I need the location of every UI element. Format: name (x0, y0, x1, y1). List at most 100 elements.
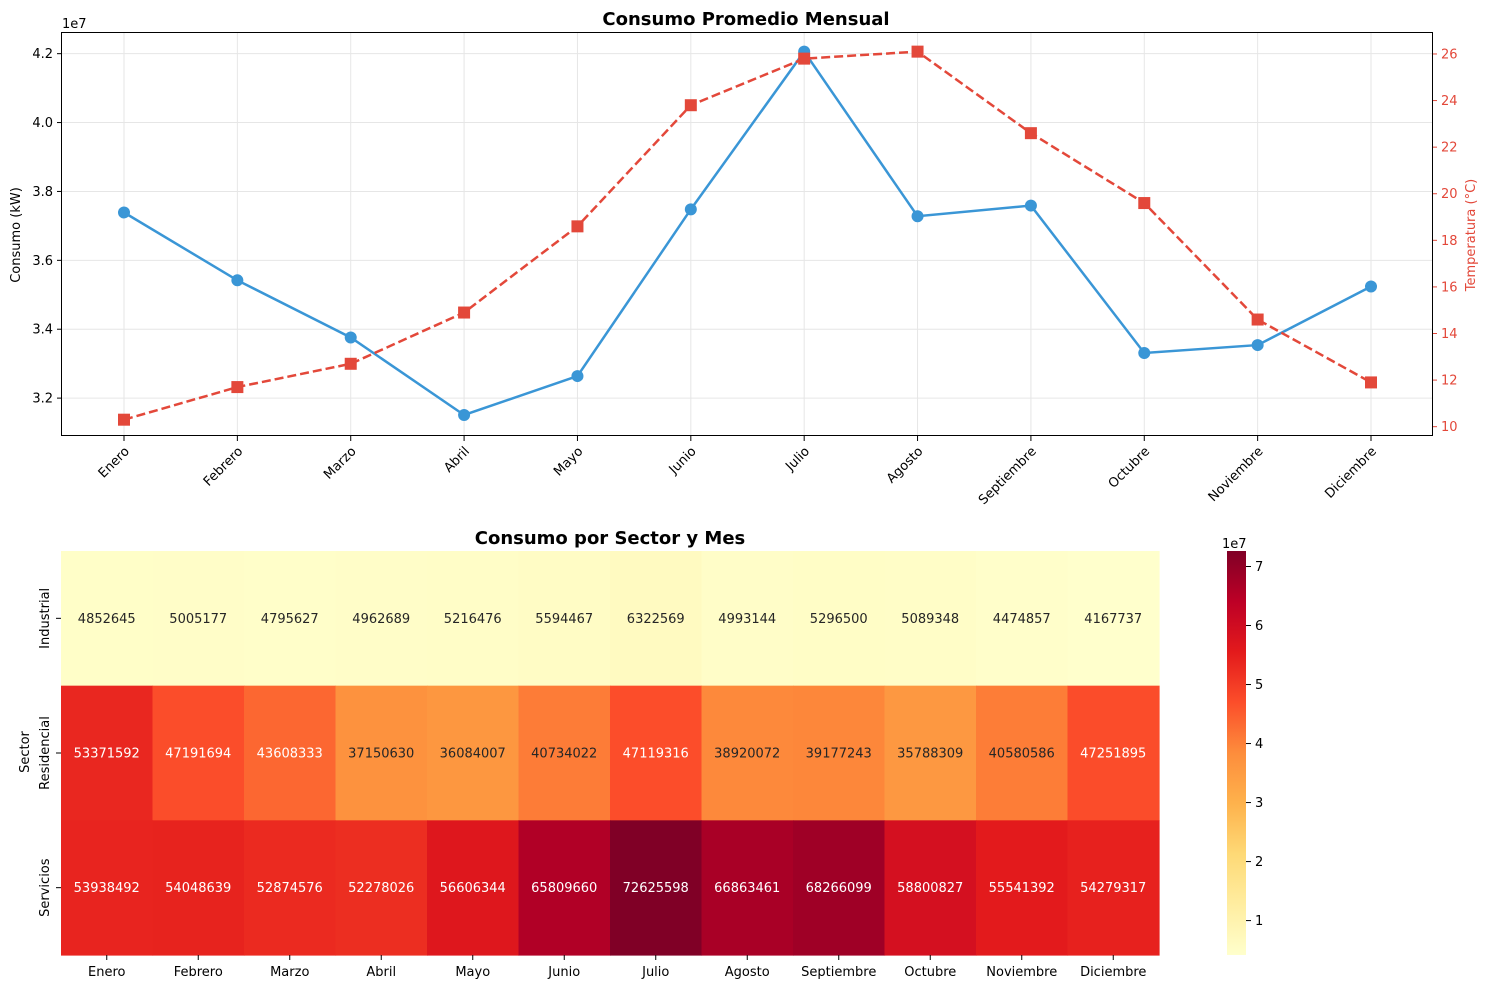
heatmap-cell (518, 820, 611, 956)
heatmap-cell (1067, 820, 1160, 956)
heatmap-cell-label: 52874576 (257, 881, 323, 896)
heatmap-cell-label: 53371592 (74, 747, 140, 762)
temperatura-line (123, 50, 1372, 421)
heatmap-cell (427, 551, 520, 687)
heatmap-cell (701, 551, 794, 687)
line-chart-title: Consumo Promedio Mensual (602, 9, 889, 30)
temperatura-point (118, 413, 130, 426)
temperatura-point (1138, 197, 1151, 210)
heatmap-cell (701, 685, 794, 821)
heatmap-cell (61, 685, 154, 821)
heatmap-cell-label: 54048639 (165, 881, 231, 896)
y-axis-label: Consumo (kW) (9, 187, 24, 283)
x-tick-label: Abril (441, 444, 473, 476)
heatmap-cell-label: 37150630 (348, 747, 414, 762)
heatmap-cell-label: 5296500 (810, 612, 868, 627)
y-axis-offset-label: 1e7 (62, 17, 87, 32)
heatmap-x-tick-label: Octubre (904, 965, 956, 980)
line-series-group (118, 45, 1377, 426)
heatmap-cell-label: 68266099 (806, 881, 872, 896)
colorbar-tick-label: 4 (1255, 737, 1263, 752)
consumo-point (1251, 339, 1264, 352)
heatmap-cell (793, 685, 886, 821)
heatmap-cell (152, 551, 245, 687)
colorbar-ticks: 1 2 3 4 5 6 7 (1246, 560, 1263, 929)
heatmap-cell-label: 5216476 (444, 612, 502, 627)
heatmap-cell (61, 820, 154, 956)
x-tick-label: Febrero (201, 444, 246, 489)
heatmap-cell-label: 40734022 (531, 747, 597, 762)
heatmap-y-tick-label: Industrial (38, 588, 53, 649)
y2-axis-ticks: 10 12 14 16 18 20 22 24 26 (1432, 47, 1458, 435)
heatmap-cell (518, 551, 611, 687)
y2-tick-label: 22 (1441, 141, 1458, 156)
heatmap-x-tick-label: Marzo (270, 965, 309, 980)
heatmap-y-tick-label: Servicios (38, 858, 53, 917)
heatmap-cell (335, 551, 428, 687)
y2-tick-label: 10 (1441, 420, 1458, 435)
heatmap-cell-label: 54279317 (1080, 881, 1146, 896)
x-tick-label: Enero (96, 444, 133, 481)
consumo-point (1365, 280, 1377, 293)
line-chart-grid (62, 33, 1432, 436)
temperatura-point (798, 52, 811, 65)
heatmap-cell (335, 685, 428, 821)
heatmap-cell-label: 4474857 (993, 612, 1051, 627)
y2-tick-label: 26 (1441, 47, 1458, 62)
heatmap-cell (244, 685, 337, 821)
heatmap-y-axis-label: Sector (18, 730, 33, 772)
heatmap-cell (1067, 551, 1160, 687)
heatmap-cell-label: 4795627 (261, 612, 319, 627)
heatmap-cell (976, 820, 1069, 956)
heatmap-cell (61, 551, 154, 687)
line-chart: Consumo Promedio Mensual Enero Febrero Mar… (9, 9, 1479, 508)
heatmap-cell (244, 551, 337, 687)
y2-tick-label: 24 (1441, 94, 1458, 109)
heatmap-cell-label: 4167737 (1084, 612, 1142, 627)
heatmap-cell-label: 47191694 (165, 747, 231, 762)
heatmap-cell-label: 40580586 (989, 747, 1055, 762)
heatmap-x-tick-label: Mayo (455, 965, 490, 980)
heatmap-cell (518, 685, 611, 821)
y2-tick-label: 18 (1441, 234, 1458, 249)
y-tick-label: 3.6 (32, 254, 53, 269)
temperatura-point (344, 357, 357, 370)
y2-tick-label: 14 (1441, 327, 1458, 342)
y-tick-label: 4.0 (32, 116, 53, 131)
consumo-point (1138, 346, 1151, 359)
heatmap-x-tick-label: Noviembre (986, 965, 1057, 980)
x-tick-label: Septiembre (976, 444, 1040, 508)
y-tick-label: 3.2 (32, 392, 53, 407)
heatmap-chart: Consumo por Sector y Mes 4852645 5005177 4… (18, 528, 1160, 980)
y2-tick-label: 12 (1441, 374, 1458, 389)
heatmap-cell-label: 38920072 (714, 747, 780, 762)
heatmap-cell (976, 551, 1069, 687)
consumo-point (344, 331, 357, 344)
heatmap-cell (884, 685, 977, 821)
x-tick-label: Noviembre (1206, 444, 1267, 505)
heatmap-cells: 4852645 5005177 4795627 4962689 5216476 55944… (61, 551, 1160, 956)
y2-axis-label: Temperatura (°C) (1464, 179, 1479, 292)
colorbar-gradient (1227, 551, 1246, 955)
temperatura-point (1365, 376, 1377, 389)
heatmap-cell (793, 820, 886, 956)
heatmap-cell-label: 4962689 (352, 612, 410, 627)
colorbar: 1e7 1 2 3 4 5 6 7 (1222, 537, 1263, 955)
consumo-point (684, 203, 697, 216)
heatmap-cell (427, 820, 520, 956)
x-tick-label: Diciembre (1322, 444, 1380, 502)
heatmap-cell (244, 820, 337, 956)
consumo-point (458, 408, 471, 421)
heatmap-x-ticks: Enero Febrero Marzo Abril Mayo Junio Julio Agos… (88, 955, 1146, 980)
heatmap-x-tick-label: Julio (641, 965, 669, 980)
heatmap-cell-label: 66863461 (714, 881, 780, 896)
y-tick-label: 3.4 (32, 323, 53, 338)
heatmap-cell-label: 53938492 (74, 881, 140, 896)
heatmap-y-tick-label: Residencial (38, 716, 53, 790)
colorbar-tick-label: 7 (1255, 560, 1263, 575)
heatmap-cell (793, 551, 886, 687)
heatmap-cell (701, 820, 794, 956)
colorbar-tick-label: 1 (1255, 914, 1263, 929)
temperatura-point (571, 220, 584, 233)
